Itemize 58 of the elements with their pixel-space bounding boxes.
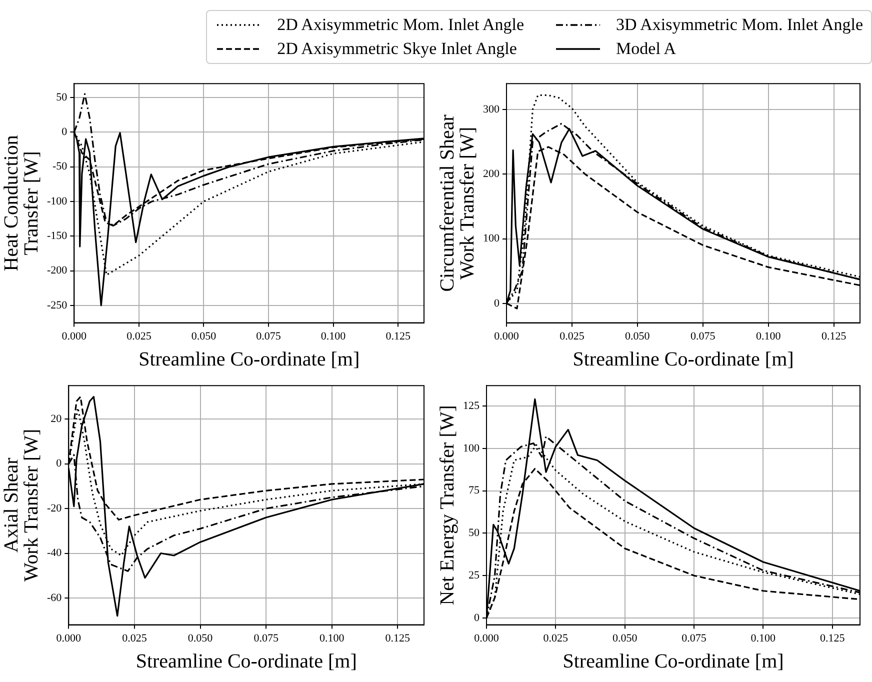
x-axis-title: Streamline Co-ordinate [m] [138, 348, 360, 370]
x-tick-label: 0.100 [320, 632, 345, 644]
x-tick-label: 0.075 [682, 632, 707, 644]
x-tick-label: 0.125 [386, 330, 411, 342]
y-tick-label: -100 [46, 195, 68, 208]
legend-label: 3D Axisymmetric Mom. Inlet Angle [616, 15, 863, 35]
y-tick-label: 200 [483, 168, 500, 180]
y-tick-label: -250 [46, 299, 68, 312]
x-tick-label: 0.050 [191, 330, 217, 342]
y-tick-label: 100 [483, 232, 500, 245]
x-tick-label: 0.000 [56, 632, 82, 644]
x-tick-label: 0.125 [821, 330, 847, 342]
y-tick-label: -60 [46, 592, 62, 604]
y-axis-title: Heat Conduction Transfer [W] [0, 135, 42, 272]
x-axis-title: Streamline Co-ordinate [m] [562, 650, 784, 672]
y-tick-label: 75 [468, 484, 480, 497]
legend-label: Model A [616, 39, 676, 59]
x-tick-label: 0.125 [385, 632, 411, 644]
y-axis-title: Circumferential Shear Work Transfer [W] [436, 114, 478, 292]
x-axis-title: Streamline Co-ordinate [m] [136, 650, 357, 672]
x-axis-title: Streamline Co-ordinate [m] [572, 348, 794, 370]
y-tick-label: 0 [474, 612, 480, 624]
y-tick-label: 25 [468, 569, 480, 582]
y-tick-label: -50 [52, 160, 68, 173]
legend-label: 2D Axisymmetric Skye Inlet Angle [277, 39, 517, 59]
x-tick-label: 0.050 [625, 330, 650, 342]
y-tick-label: 0 [494, 297, 500, 310]
y-tick-label: -20 [46, 502, 62, 514]
x-tick-label: 0.100 [320, 330, 346, 342]
x-tick-label: 0.075 [254, 632, 279, 644]
y-tick-label: 50 [56, 91, 68, 104]
y-tick-label: 0 [62, 126, 68, 138]
y-tick-label: -200 [46, 264, 68, 277]
x-tick-label: 0.125 [820, 632, 846, 644]
x-tick-label: 0.075 [256, 330, 282, 342]
legend-label: 2D Axisymmetric Mom. Inlet Angle [277, 15, 524, 35]
x-tick-label: 0.000 [494, 330, 520, 342]
y-axis-title: Net Energy Transfer [W] [436, 405, 458, 606]
y-axis-title: Axial Shear Work Transfer [W] [0, 428, 42, 582]
x-tick-label: 0.100 [756, 330, 782, 342]
x-tick-label: 0.075 [690, 330, 716, 342]
y-tick-label: 50 [468, 527, 480, 540]
y-tick-label: -40 [46, 547, 62, 560]
x-tick-label: 0.050 [188, 632, 214, 644]
y-tick-label: -150 [46, 230, 68, 242]
y-tick-label: 20 [50, 413, 62, 426]
x-tick-label: 0.025 [122, 632, 148, 644]
y-tick-label: 300 [483, 103, 500, 116]
x-tick-label: 0.000 [474, 632, 500, 644]
x-tick-label: 0.025 [560, 330, 585, 342]
x-tick-label: 0.100 [750, 632, 776, 644]
x-tick-label: 0.050 [612, 632, 638, 644]
y-tick-label: 100 [463, 442, 480, 454]
x-tick-label: 0.025 [126, 330, 152, 342]
y-tick-label: 0 [56, 458, 62, 470]
x-tick-label: 0.025 [543, 632, 569, 644]
y-tick-label: 125 [463, 400, 480, 412]
x-tick-label: 0.000 [62, 330, 88, 342]
